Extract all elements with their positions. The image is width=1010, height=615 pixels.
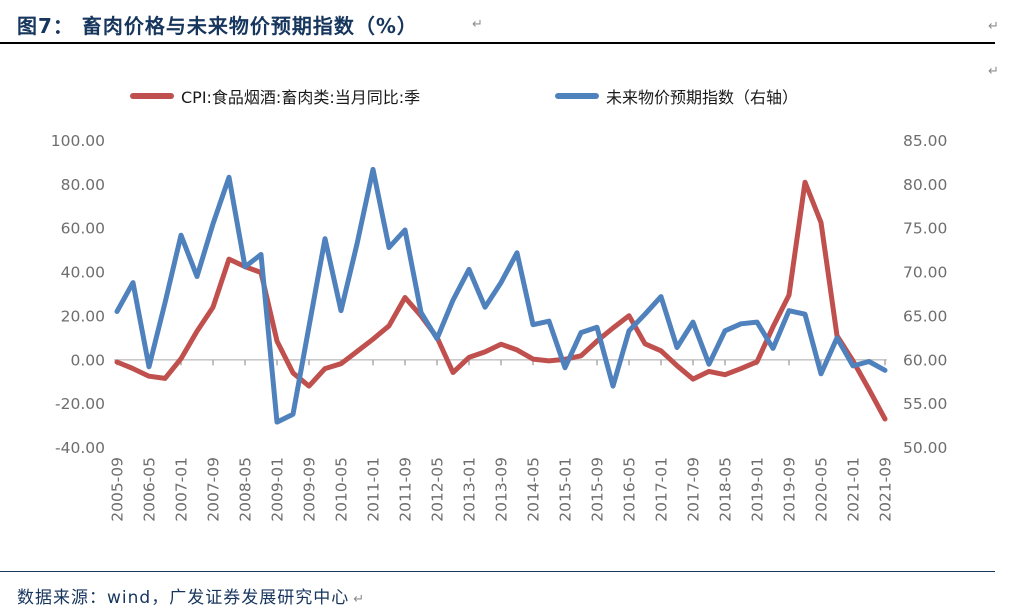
chart-legend: CPI:食品烟酒:畜肉类:当月同比:季 未来物价预期指数（右轴）	[0, 84, 1010, 108]
paragraph-mark: ↵	[472, 17, 483, 32]
left-axis-label: 60.00	[61, 220, 105, 238]
right-axis-label: 75.00	[903, 220, 947, 238]
x-axis-label: 2009-01	[269, 457, 287, 522]
right-axis-label: 60.00	[903, 351, 947, 369]
data-source-text: 数据来源：wind，广发证券发展研究中心	[17, 588, 350, 608]
x-axis-label: 2008-05	[237, 457, 255, 522]
cpi-legend-label: CPI:食品烟酒:畜肉类:当月同比:季	[181, 88, 421, 107]
x-axis-label: 2011-09	[397, 457, 415, 522]
x-axis-label: 2016-05	[621, 457, 639, 522]
x-axis-label: 2005-09	[109, 457, 127, 522]
right-axis-label: 50.00	[903, 439, 947, 457]
expectation-line	[114, 166, 888, 425]
paragraph-mark: ↵	[353, 592, 366, 607]
x-axis-label: 2017-01	[653, 457, 671, 522]
right-axis-label: 85.00	[903, 132, 947, 150]
x-axis-label: 2009-09	[301, 457, 319, 522]
x-axis-label: 2020-05	[813, 457, 831, 522]
x-axis-label: 2006-05	[141, 457, 159, 522]
x-axis-label: 2018-05	[717, 457, 735, 522]
left-axis-label: 100.00	[51, 132, 105, 150]
right-axis-label: 55.00	[903, 395, 947, 413]
x-axis-label: 2013-01	[461, 457, 479, 522]
chart-title: 图7： 畜肉价格与未来物价预期指数（%）	[17, 14, 418, 38]
x-axis-label: 2019-01	[749, 457, 767, 522]
right-axis-label: 65.00	[903, 307, 947, 325]
left-axis-label: 20.00	[61, 307, 105, 325]
left-axis-label: 80.00	[61, 176, 105, 194]
legend-item-index: 未来物价预期指数（右轴）	[555, 84, 798, 108]
x-axis-label: 2021-09	[877, 457, 895, 522]
footer-separator-line	[0, 571, 995, 572]
left-axis-label: -40.00	[55, 439, 105, 457]
x-axis-label: 2007-01	[173, 457, 191, 522]
left-axis-label: 40.00	[61, 264, 105, 282]
x-axis-label: 2015-09	[589, 457, 607, 522]
index-legend-swatch	[555, 93, 599, 99]
x-axis-label: 2019-09	[781, 457, 799, 522]
x-axis-label: 2011-01	[365, 457, 383, 522]
x-axis-label: 2015-01	[557, 457, 575, 522]
x-axis-label: 2014-05	[525, 457, 543, 522]
cpi-legend-swatch	[130, 93, 174, 99]
right-axis-label: 70.00	[903, 264, 947, 282]
data-source-note: 数据来源：wind，广发证券发展研究中心 ↵	[17, 583, 365, 608]
left-axis-label: -20.00	[55, 395, 105, 413]
paragraph-mark: ↵	[988, 19, 999, 34]
title-separator-line	[0, 42, 995, 44]
x-axis-label: 2013-09	[493, 457, 511, 522]
index-legend-label: 未来物价预期指数（右轴）	[606, 88, 799, 107]
cpi-line	[114, 179, 888, 422]
legend-item-cpi: CPI:食品烟酒:畜肉类:当月同比:季	[130, 84, 420, 108]
x-axis-label: 2021-01	[845, 457, 863, 522]
x-axis-label: 2017-09	[685, 457, 703, 522]
x-axis-label: 2012-05	[429, 457, 447, 522]
x-axis-label: 2007-09	[205, 457, 223, 522]
right-axis-label: 80.00	[903, 176, 947, 194]
x-axis-label: 2010-05	[333, 457, 351, 522]
left-axis-label: 0.00	[70, 351, 105, 369]
paragraph-mark: ↵	[988, 64, 999, 79]
